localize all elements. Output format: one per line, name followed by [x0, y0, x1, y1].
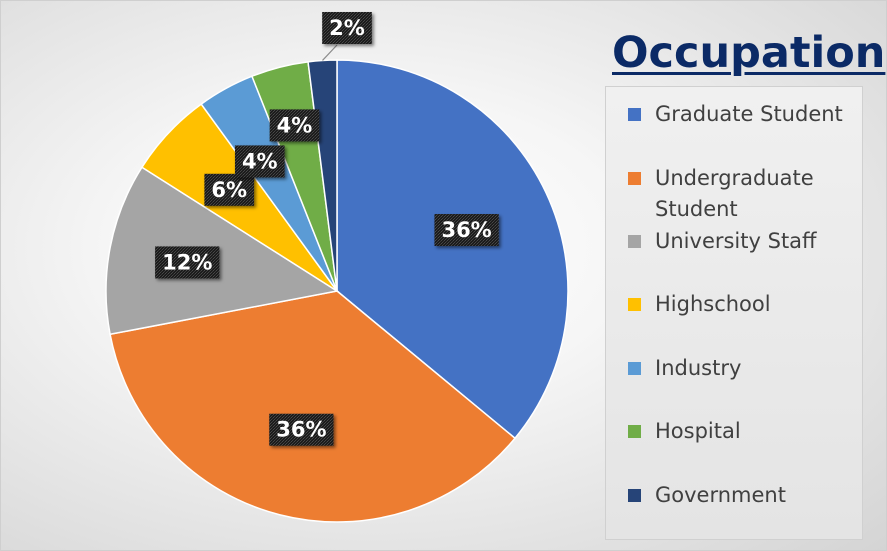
legend: Graduate Student Undergraduate Student Univ…: [605, 86, 863, 540]
data-label-hospital: 4%: [269, 109, 320, 142]
data-label-box: [269, 413, 334, 446]
legend-swatch: [628, 108, 641, 121]
legend-label: University Staff: [655, 229, 817, 253]
legend-label: Government: [655, 483, 786, 507]
data-label-box: [155, 246, 220, 279]
leader-line-government: [322, 44, 338, 61]
data-label-text: 12%: [162, 250, 212, 274]
data-label-text: 2%: [329, 16, 365, 40]
legend-label: Highschool: [655, 292, 771, 316]
pie-slice-undergraduate-student: [109, 290, 517, 523]
legend-label: Hospital: [655, 419, 741, 443]
data-label-industry: 4%: [234, 145, 285, 178]
data-label-text: 36%: [276, 418, 326, 442]
data-label-undergraduate-student: 36%: [269, 413, 334, 446]
data-label-box: [234, 145, 285, 178]
data-label-box: [269, 109, 320, 142]
data-label-box: [204, 173, 255, 206]
chart-title: Occupation: [612, 28, 886, 78]
legend-label: Industry: [655, 356, 742, 380]
data-label-university-staff: 12%: [155, 246, 220, 279]
legend-label: Undergraduate Student: [655, 166, 814, 221]
legend-swatch: [628, 172, 641, 185]
pie-slice-graduate-student: [336, 59, 569, 440]
data-label-text: 36%: [441, 218, 491, 242]
data-label-text: 4%: [242, 149, 278, 173]
pie-slice-university-staff: [105, 166, 340, 336]
legend-swatch: [628, 489, 641, 502]
data-label-highschool: 6%: [204, 173, 255, 206]
legend-swatch: [628, 425, 641, 438]
data-label-government: 2%: [322, 12, 372, 44]
data-label-box: [434, 214, 499, 247]
legend-swatch: [628, 298, 641, 311]
data-label-graduate-student: 36%: [434, 214, 499, 247]
legend-swatch: [628, 235, 641, 248]
data-label-text: 4%: [277, 113, 313, 137]
legend-label: Graduate Student: [655, 102, 843, 126]
data-label-text: 6%: [211, 178, 247, 202]
data-label-box: [322, 12, 372, 44]
legend-swatch: [628, 362, 641, 375]
